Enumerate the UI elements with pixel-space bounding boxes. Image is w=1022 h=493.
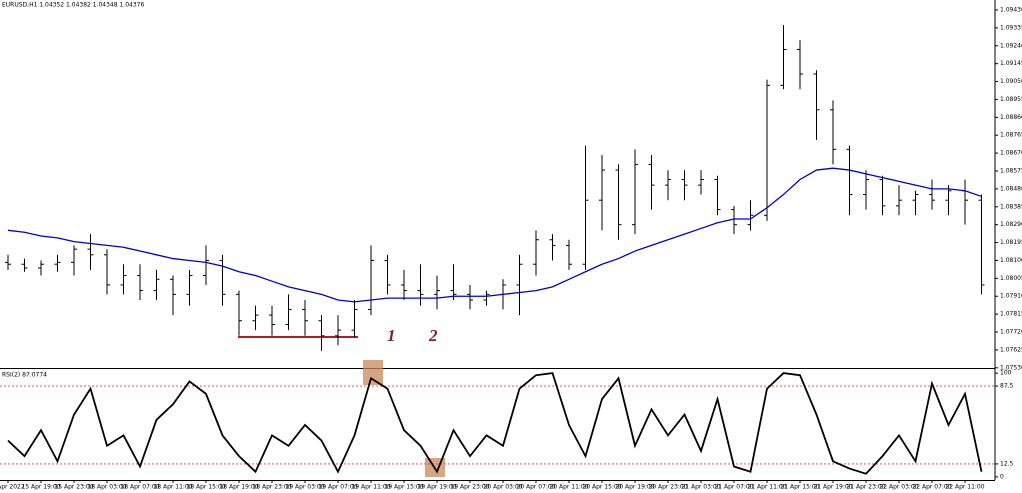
x-tick-label: 20 Apr 11:00 (549, 484, 588, 491)
x-tick-label: 19 Apr 15:00 (384, 484, 423, 491)
y-tick-label: 1.07530 (1000, 364, 1022, 371)
y-tick-label: 87.5 (1000, 383, 1014, 390)
y-tick-label: 1.08005 (1000, 275, 1022, 282)
annotation: 2 (428, 326, 438, 345)
y-tick-label: 1.08765 (1000, 132, 1022, 139)
x-tick-label: 21 Apr 07:00 (714, 484, 753, 491)
y-tick-label: 1.09240 (1000, 42, 1022, 49)
x-tick-label: 22 Apr 03:00 (879, 484, 918, 491)
x-tick-label: 20 Apr 07:00 (516, 484, 555, 491)
x-tick-label: 15 Apr 23:00 (54, 484, 93, 491)
y-tick-label: 12.5 (1000, 460, 1014, 467)
chart-title: EURUSD,H1 1.04352 1.04382 1.04348 1.0437… (2, 2, 144, 9)
x-tick-label: 18 Apr 07:00 (120, 484, 159, 491)
x-tick-label: 19 Apr 07:00 (318, 484, 357, 491)
indicator-title: RSI(2) 87.0774 (2, 372, 47, 379)
y-tick-label: 1.08575 (1000, 168, 1022, 175)
rsi-line (7, 372, 983, 475)
x-tick-label: 21 Apr 11:00 (747, 484, 786, 491)
y-tick-label: 1.09430 (1000, 6, 1022, 13)
x-tick-label: 19 Apr 03:00 (285, 484, 324, 491)
y-tick-label: 1.08860 (1000, 114, 1022, 121)
y-tick-label: 1.08955 (1000, 96, 1022, 103)
y-tick-label: 1.08195 (1000, 239, 1022, 246)
x-tick-label: 15 Apr 19:00 (21, 484, 60, 491)
x-tick-label: 19 Apr 11:00 (351, 484, 390, 491)
y-tick-label: 1.07910 (1000, 293, 1022, 300)
x-tick-label: 20 Apr 15:00 (582, 484, 621, 491)
x-tick-label: 19 Apr 19:00 (417, 484, 456, 491)
y-tick-label: 1.08480 (1000, 185, 1022, 192)
x-tick-label: 20 Apr 23:00 (648, 484, 687, 491)
x-tick-label: 18 Apr 23:00 (252, 484, 291, 491)
x-tick-label: 18 Apr 11:00 (153, 484, 192, 491)
x-tick-label: 20 Apr 03:00 (483, 484, 522, 491)
y-tick-label: 0 (1000, 473, 1004, 480)
annotation: 1 (387, 326, 396, 345)
x-tick-label: 5 Apr 2022 (0, 484, 25, 491)
y-tick-label: 1.09335 (1000, 24, 1022, 31)
y-tick-label: 1.07625 (1000, 346, 1022, 353)
y-tick-label: 1.08385 (1000, 203, 1022, 210)
x-tick-label: 22 Apr 07:00 (912, 484, 951, 491)
y-tick-label: 1.08290 (1000, 221, 1022, 228)
x-tick-label: 20 Apr 19:00 (615, 484, 654, 491)
x-tick-label: 21 Apr 15:00 (780, 484, 819, 491)
y-tick-label: 100 (1000, 370, 1012, 377)
y-tick-label: 1.09050 (1000, 78, 1022, 85)
x-tick-label: 21 Apr 03:00 (681, 484, 720, 491)
y-tick-label: 1.08100 (1000, 257, 1022, 264)
x-tick-label: 21 Apr 23:00 (846, 484, 885, 491)
x-tick-label: 18 Apr 19:00 (219, 484, 258, 491)
y-tick-label: 1.07815 (1000, 311, 1022, 318)
x-tick-label: 21 Apr 19:00 (813, 484, 852, 491)
x-tick-label: 22 Apr 11:00 (945, 484, 984, 491)
highlight-box (363, 360, 383, 385)
x-tick-label: 19 Apr 23:00 (450, 484, 489, 491)
y-tick-label: 1.09145 (1000, 60, 1022, 67)
y-tick-label: 1.07720 (1000, 329, 1022, 336)
y-tick-label: 1.08670 (1000, 150, 1022, 157)
moving-average (7, 167, 982, 303)
x-tick-label: 18 Apr 15:00 (186, 484, 225, 491)
x-tick-label: 18 Apr 03:00 (87, 484, 126, 491)
